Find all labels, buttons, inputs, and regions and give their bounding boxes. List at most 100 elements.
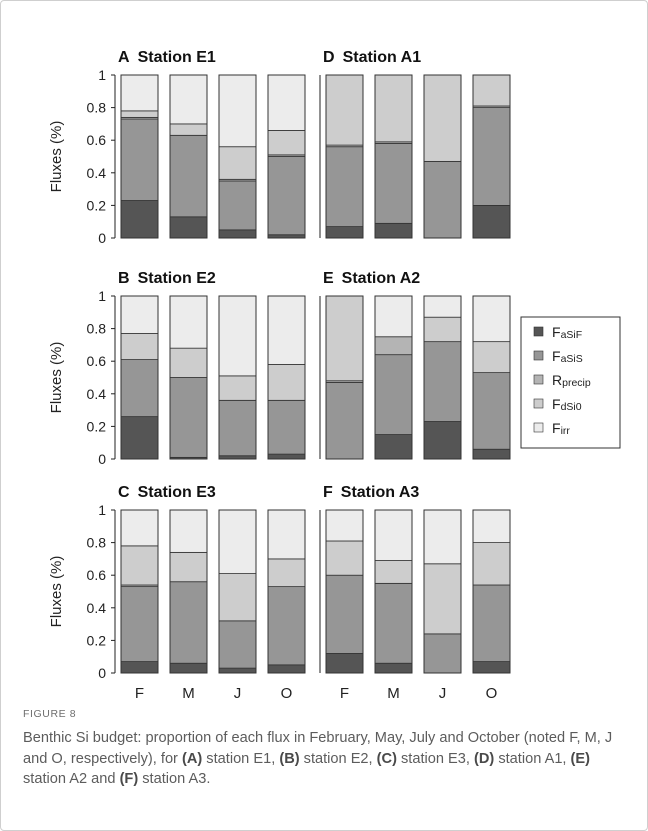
- y-tick-label: 0.6: [87, 132, 107, 148]
- bar-segment-firr: [423, 295, 462, 318]
- bar-segment-rprecip: [374, 336, 413, 356]
- bar-segment-fdsi0: [169, 347, 208, 378]
- bar-segment-fdsi0: [169, 551, 208, 583]
- panel-station: Station A2: [342, 270, 421, 287]
- bar-segment-fasif: [472, 448, 511, 460]
- bar-segment-fasis: [325, 146, 364, 227]
- y-tick-label: 1: [98, 67, 106, 83]
- legend-label-sub: irr: [561, 425, 571, 437]
- caption-ref-a: (A): [181, 750, 203, 767]
- bar-segment-fdsi0: [374, 74, 413, 143]
- bar-segment-fasif: [120, 200, 159, 239]
- bar-segment-fdsi0: [472, 74, 511, 107]
- bar-segment-fasis: [374, 143, 413, 224]
- y-tick-label: 0.6: [87, 567, 107, 583]
- caption-ref-e: (E): [570, 750, 591, 767]
- bar-segment-fasif: [374, 222, 413, 239]
- bar-segment-firr: [472, 509, 511, 543]
- panel-title: E Station A2: [323, 270, 420, 287]
- bar-segment-fasif: [374, 662, 413, 674]
- bar-segment-fdsi0: [120, 333, 159, 360]
- bar-segment-fdsi0: [120, 545, 159, 586]
- figure-caption: Benthic Si budget: proportion of each fl…: [23, 728, 623, 790]
- panel-station: Station E3: [138, 484, 216, 501]
- bar-segment-firr: [472, 295, 511, 343]
- bar-outline: [267, 295, 306, 460]
- legend-label-main: F: [552, 420, 561, 436]
- bar-segment-firr: [120, 295, 159, 334]
- bar-segment-fasis: [120, 359, 159, 418]
- bar-segment-firr: [267, 509, 306, 560]
- chart-area: A Station E1 0 0.2 0.4 0.6 0.8 1 Fluxes (%) B Stat…: [48, 49, 621, 700]
- bar-segment-fdsi0: [374, 560, 413, 584]
- bar-segment-fasif: [472, 204, 511, 239]
- legend-swatch-firr: [533, 422, 544, 433]
- bar-segment-fasif: [472, 661, 511, 674]
- bar-segment-fasif: [169, 662, 208, 674]
- bar-segment-fasif: [120, 416, 159, 460]
- bar-segment-firr: [218, 74, 257, 148]
- bar-outline: [423, 509, 462, 674]
- bar-segment-fasis: [472, 107, 511, 206]
- chart-panel-f: F Station A3 F M J O: [319, 484, 511, 700]
- legend-label-main: F: [552, 348, 561, 364]
- x-tick-label: O: [486, 685, 498, 700]
- bar-segment-fdsi0: [267, 558, 306, 588]
- caption-text: station A1,: [494, 750, 571, 767]
- x-tick-label: F: [340, 685, 349, 700]
- bar-segment-fasif: [325, 653, 364, 674]
- caption-ref-f: (F): [119, 771, 139, 787]
- bar-outline: [169, 74, 208, 239]
- bar-segment-fdsi0: [423, 74, 462, 162]
- y-tick-label: 1: [98, 502, 106, 518]
- bar-segment-fasis: [218, 399, 257, 457]
- y-axis-label: Fluxes (%): [48, 556, 65, 628]
- bar-outline: [374, 74, 413, 239]
- bar-outline: [423, 295, 462, 460]
- x-tick-label: O: [281, 685, 293, 700]
- y-axis-label: Fluxes (%): [48, 342, 65, 414]
- bar-segment-fasif: [267, 453, 306, 460]
- caption-ref-d: (D): [474, 750, 495, 767]
- y-tick-label: 0: [98, 451, 106, 467]
- bar-outline: [472, 509, 511, 674]
- bar-segment-fdsi0: [325, 295, 364, 382]
- x-tick-label: J: [234, 685, 242, 700]
- y-tick-label: 0.2: [87, 197, 107, 213]
- panel-title: C Station E3: [118, 484, 216, 501]
- bar-segment-fasis: [374, 354, 413, 435]
- bar-segment-firr: [423, 509, 462, 565]
- bar-segment-fdsi0: [423, 316, 462, 343]
- bar-segment-firr: [325, 509, 364, 542]
- legend-label-sub: precip: [562, 377, 591, 389]
- y-tick-label: 0.8: [87, 100, 107, 116]
- bar-segment-fasif: [267, 664, 306, 674]
- bar-segment-fdsi0: [472, 542, 511, 586]
- chart-panel-e: E Station A2: [319, 270, 511, 460]
- bar-segment-fasis: [267, 399, 306, 455]
- y-tick-label: 0.2: [87, 418, 107, 434]
- bar-segment-fasis: [423, 160, 462, 239]
- panel-letter: F: [323, 484, 333, 501]
- legend-swatch-fasif: [533, 326, 544, 337]
- panel-letter: A: [118, 49, 130, 66]
- panel-letter: B: [118, 270, 130, 287]
- bar-segment-fdsi0: [218, 573, 257, 622]
- caption-text: station E2,: [299, 750, 377, 767]
- bar-segment-fdsi0: [267, 364, 306, 401]
- y-tick-label: 0.6: [87, 353, 107, 369]
- bar-segment-firr: [267, 74, 306, 131]
- bar-outline: [472, 74, 511, 239]
- panel-station: Station A1: [343, 49, 422, 66]
- bar-segment-fasis: [169, 581, 208, 664]
- figure-label: FIGURE 8: [23, 708, 77, 720]
- bar-outline: [472, 295, 511, 460]
- caption-text: Benthic Si budget: proportion of each fl…: [23, 730, 613, 767]
- legend-label: FdSi0: [552, 396, 582, 413]
- caption-text: station A2 and: [23, 771, 120, 787]
- bar-segment-fdsi0: [169, 123, 208, 136]
- bar-segment-fasis: [267, 156, 306, 236]
- bar-segment-fasis: [120, 586, 159, 662]
- bar-outline: [120, 509, 159, 674]
